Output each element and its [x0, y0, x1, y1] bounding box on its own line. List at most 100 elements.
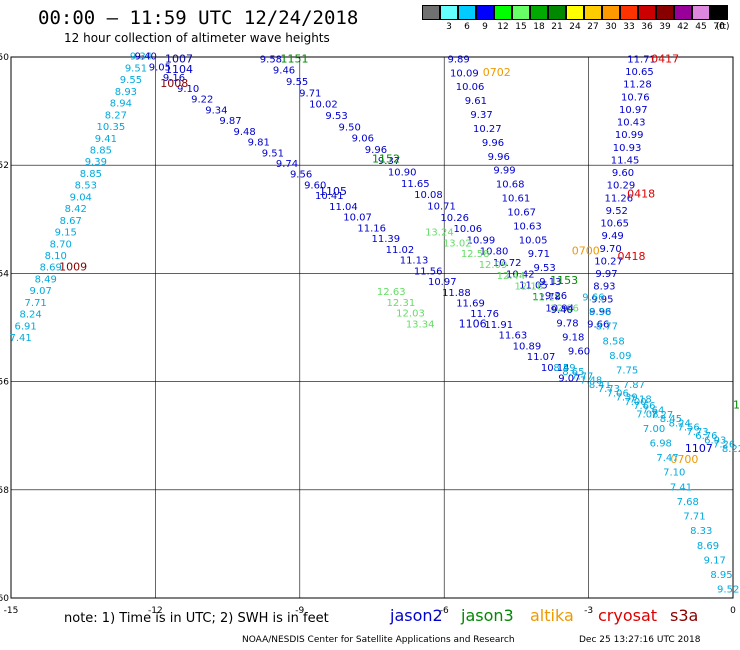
wave-height-value: 8.65: [562, 367, 584, 378]
pass-time-tag: 1009: [59, 261, 87, 274]
wave-height-value: 9.05: [149, 62, 171, 73]
credit-line: NOAA/NESDIS Center for Satellite Applica…: [242, 635, 515, 645]
wave-height-value: 11.02: [386, 245, 415, 256]
wave-height-value: 9.96: [482, 138, 504, 149]
wave-height-value: 8.85: [80, 169, 102, 180]
wave-height-value: 8.27: [105, 110, 127, 121]
legend-label: 15: [515, 22, 527, 32]
wave-height-value: 9.18: [562, 333, 584, 344]
wave-height-value: 8.67: [60, 216, 82, 227]
track-1104: 9.409.059.169.109.229.349.879.489.819.51…: [135, 52, 581, 385]
pass-time-tag: 0700: [572, 244, 600, 257]
legend-swatch: [620, 5, 638, 20]
wave-height-value: 7.41: [9, 333, 31, 344]
wave-height-value: 9.07: [558, 374, 580, 385]
wave-height-value: 11.28: [623, 80, 652, 91]
x-tick-label: -9: [295, 606, 304, 616]
pass-time-tag: 1008: [160, 77, 188, 90]
legend-label: 21: [551, 22, 563, 32]
wave-height-value: 9.37: [378, 156, 400, 167]
wave-height-value: 10.61: [502, 194, 531, 205]
pass-time-tag: 0418: [627, 188, 655, 201]
wave-height-value: 12.63: [377, 287, 406, 298]
wave-height-value: 10.76: [621, 92, 650, 103]
wave-height-value: 10.07: [343, 213, 372, 224]
track-0418: 9.668.388.778.588.097.757.877.187.087.00…: [582, 292, 739, 595]
wave-height-value: 8.85: [90, 145, 112, 156]
legend-label: 6: [464, 22, 470, 32]
legend-swatch: [566, 5, 584, 20]
wave-height-value: 7.00: [624, 397, 646, 408]
pass-time-tag: 1153: [550, 274, 578, 287]
track-0702: 9.89 10.09 10.06 9.61 9.37 10.27 9.96 9.96 9.99 1…: [448, 54, 591, 357]
wave-height-value: 11.88: [442, 288, 471, 299]
wave-height-value: 10.89: [513, 341, 542, 352]
wave-height-value: 11.39: [371, 234, 400, 245]
legend-label: 30: [605, 22, 617, 32]
legend-swatch: [440, 5, 458, 20]
wave-height-value: 10.06: [454, 224, 483, 235]
wave-height-value: 12.18: [514, 282, 543, 293]
pass-time-tag: 1007: [165, 52, 193, 65]
wave-height-value: 9.87: [219, 116, 241, 127]
wave-height-value: 10.29: [607, 181, 636, 192]
wave-height-value: 9.51: [125, 63, 147, 74]
wave-height-value: 8.58: [602, 336, 624, 347]
wave-height-value: 10.65: [625, 67, 654, 78]
wave-height-value: 9.48: [233, 127, 255, 138]
wave-height-value: 9.96: [365, 145, 387, 156]
wave-height-value: 10.27: [594, 256, 623, 267]
wave-height-value: 8.24: [669, 418, 691, 429]
wave-height-value: 6.76: [695, 431, 717, 442]
wave-height-value: 9.78: [556, 319, 578, 330]
wave-height-value: 9.17: [704, 555, 726, 566]
track-1151: 9.589.469.559.7110.029.539.509.069.969.3…: [260, 54, 574, 314]
wave-height-value: 10.67: [507, 207, 536, 218]
wave-height-value: 13.02: [443, 238, 472, 249]
wave-height-value: 11.45: [611, 155, 640, 166]
page-subtitle: 12 hour collection of altimeter wave hei…: [64, 31, 330, 45]
legend-label: 70: [713, 22, 725, 32]
y-tick-label: -56: [0, 378, 9, 388]
wave-height-value: 10.80: [480, 247, 509, 258]
legend-label: 33: [623, 22, 635, 32]
wave-height-value: 8.09: [609, 351, 631, 362]
wave-height-value: 11.07: [527, 352, 556, 363]
wave-height-value: 10.99: [615, 130, 644, 141]
wave-height-value: 11.16: [357, 223, 386, 234]
wave-height-value: 10.65: [600, 219, 629, 230]
map-frame: [10, 56, 734, 599]
wave-height-value: 8.53: [75, 181, 97, 192]
wave-height-value: 12.58: [461, 249, 490, 260]
wave-height-value: 9.89: [448, 54, 470, 65]
wave-height-value: 7.87: [623, 380, 645, 391]
wave-height-value: 9.52: [717, 585, 739, 596]
wave-height-value: 6.98: [650, 439, 672, 450]
legend-swatch: [584, 5, 602, 20]
wave-height-value: 9.66: [582, 292, 604, 303]
legend-label: 18: [533, 22, 545, 32]
pass-time-tag: 0417: [651, 52, 679, 65]
wave-height-value: 9.51: [262, 148, 284, 159]
wave-height-value: 8.77: [596, 322, 618, 333]
wave-height-value: 10.68: [496, 180, 525, 191]
legend-swatch: [674, 5, 692, 20]
wave-height-value: 9.49: [602, 231, 624, 242]
wave-height-value: 8.93: [593, 282, 615, 293]
legend-swatch: [638, 5, 656, 20]
wave-height-value: 9.40: [135, 52, 157, 63]
wave-height-value: 11.76: [470, 309, 499, 320]
wave-height-value: 8.70: [50, 239, 72, 250]
wave-height-value: 9.10: [177, 84, 199, 95]
wave-height-value: 10.05: [519, 235, 548, 246]
wave-height-value: 7.75: [616, 365, 638, 376]
wave-height-value: 7.71: [25, 298, 47, 309]
wave-height-value: 7.48: [580, 376, 602, 387]
wave-height-value: 12.31: [387, 298, 416, 309]
wave-height-value: 7.73: [598, 384, 620, 395]
wave-height-value: 10.90: [388, 168, 417, 179]
wave-height-value: 9.46: [273, 66, 295, 77]
wave-height-value: 9.41: [95, 134, 117, 145]
wave-height-value: 10.06: [456, 82, 485, 93]
